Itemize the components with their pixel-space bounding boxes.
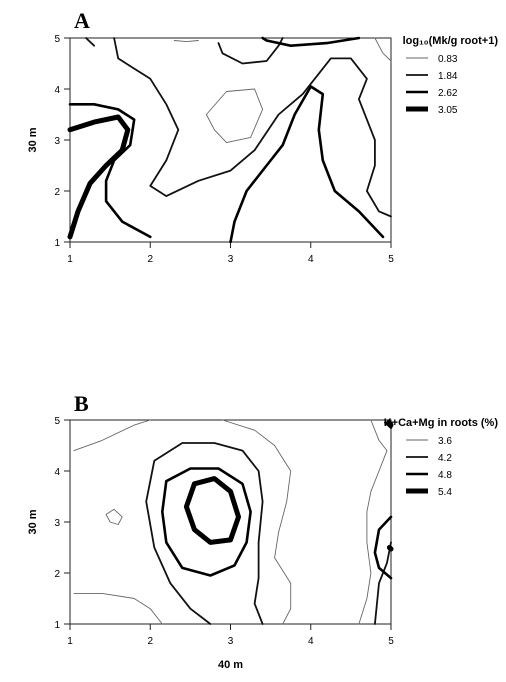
y-tick-label: 1 (54, 238, 60, 249)
contour-line (386, 420, 394, 428)
legend-label: 1.84 (438, 71, 458, 82)
legend-label: 4.2 (438, 453, 452, 464)
y-tick-label: 5 (54, 34, 60, 45)
legend-label: 2.62 (438, 88, 458, 99)
contour-line (222, 419, 292, 625)
contour-line (358, 419, 388, 625)
legend-title: log₁₀(Mk/g root+1) (403, 35, 499, 47)
contour-line (173, 40, 199, 43)
contour-line (105, 508, 123, 525)
x-tick-label: 5 (388, 254, 394, 265)
y-tick-label: 3 (54, 136, 60, 147)
legend-label: 3.05 (438, 105, 458, 116)
y-tick-label: 4 (54, 85, 60, 96)
x-tick-label: 2 (147, 636, 153, 647)
y-axis-label: 30 m (27, 127, 39, 152)
x-tick-label: 5 (388, 636, 394, 647)
y-axis-label: 30 m (27, 509, 39, 534)
plot-frame (69, 419, 392, 625)
legend-label: 3.6 (438, 436, 452, 447)
contour-line (229, 85, 385, 244)
x-tick-label: 4 (308, 254, 314, 265)
contour-line (261, 36, 361, 47)
y-tick-label: 1 (54, 620, 60, 631)
contour-line (161, 467, 252, 577)
y-tick-label: 5 (54, 416, 60, 427)
contour-line (113, 37, 392, 218)
contour-line (145, 442, 264, 625)
contour-line (73, 592, 163, 625)
plot-frame (69, 37, 392, 243)
y-tick-label: 3 (54, 518, 60, 529)
x-tick-label: 3 (228, 636, 234, 647)
x-tick-label: 2 (147, 254, 153, 265)
legend-label: 5.4 (438, 487, 452, 498)
y-tick-label: 4 (54, 467, 60, 478)
legend-label: 0.83 (438, 54, 458, 65)
x-tick-label: 1 (67, 254, 73, 265)
x-tick-label: 1 (67, 636, 73, 647)
contour-line (386, 545, 394, 552)
contour-line (374, 541, 392, 625)
contour-line (73, 419, 151, 452)
contour-line (373, 515, 393, 580)
legend-title: K+Ca+Mg in roots (%) (384, 417, 499, 429)
panel-label: A (74, 8, 90, 33)
contour-line (67, 114, 131, 240)
y-tick-label: 2 (54, 187, 60, 198)
legend-label: 4.8 (438, 470, 452, 481)
contour-line (85, 37, 95, 47)
panel-label: B (74, 391, 89, 416)
y-tick-label: 2 (54, 569, 60, 580)
x-axis-label: 40 m (218, 659, 243, 671)
contour-line (205, 88, 264, 144)
contour-line (183, 476, 241, 545)
contour-line (374, 37, 392, 62)
x-tick-label: 3 (228, 254, 234, 265)
x-tick-label: 4 (308, 636, 314, 647)
